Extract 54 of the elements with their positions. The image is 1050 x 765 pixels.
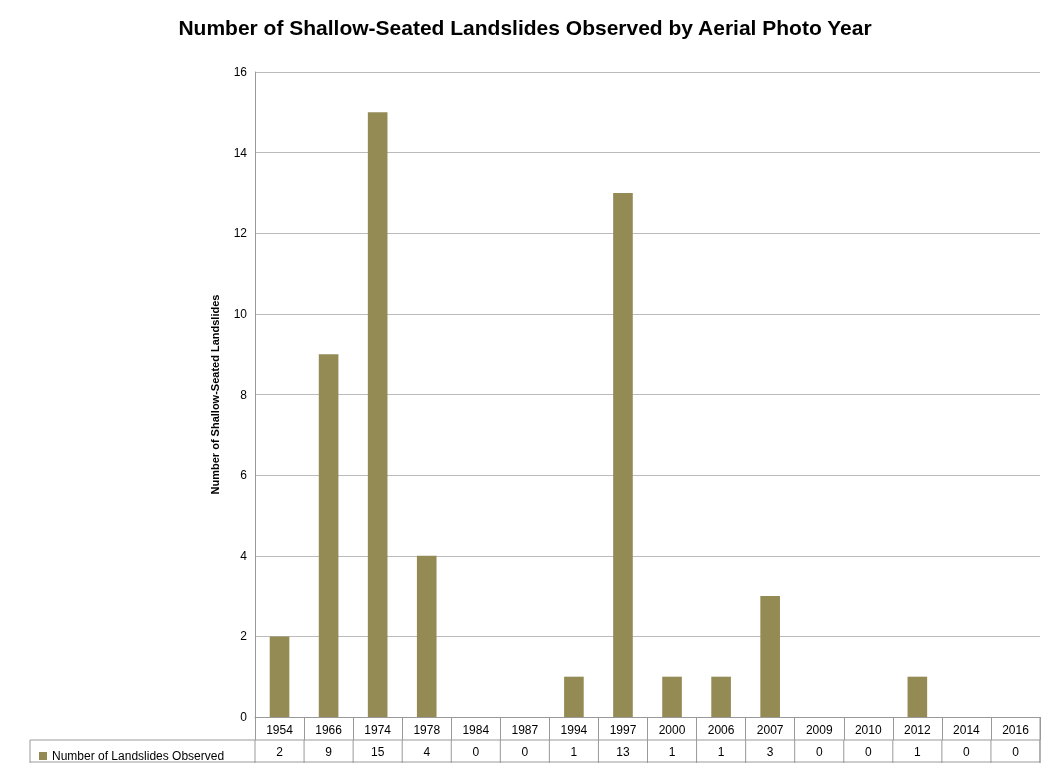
- y-tick-label: 12: [233, 226, 248, 241]
- data-label: 1: [717, 745, 725, 759]
- x-tick-label: 1994: [560, 723, 588, 737]
- bar: [711, 676, 731, 717]
- bar: [564, 676, 584, 717]
- data-label: 4: [423, 745, 431, 759]
- y-tick-label: 14: [233, 145, 248, 160]
- data-label: 1: [570, 745, 578, 759]
- data-label: 15: [370, 745, 385, 759]
- data-label: 3: [766, 745, 774, 759]
- bar: [367, 112, 388, 717]
- legend-label: Number of Landslides Observed: [52, 749, 225, 763]
- x-tick-label: 2016: [1002, 723, 1030, 737]
- bar: [613, 192, 633, 717]
- x-tick-label: 2006: [707, 723, 735, 737]
- x-tick-label: 2010: [854, 723, 882, 737]
- x-tick-label: 2012: [903, 723, 932, 737]
- data-label: 0: [815, 745, 823, 759]
- x-tick-label: 1997: [609, 723, 637, 737]
- x-tick-label: 2014: [953, 723, 981, 737]
- y-tick-label: 0: [240, 710, 248, 724]
- y-tick-label: 2: [240, 629, 248, 644]
- bar: [416, 555, 437, 717]
- x-tick-label: 2009: [805, 723, 833, 737]
- y-tick-label: 4: [240, 548, 248, 563]
- x-tick-label: 1987: [511, 723, 539, 737]
- data-label: 0: [963, 745, 971, 759]
- data-label: 2: [276, 745, 284, 759]
- y-tick-label: 16: [233, 65, 248, 79]
- x-tick-label: 2007: [756, 723, 784, 737]
- x-tick-label: 1978: [413, 723, 441, 737]
- data-label: 9: [325, 745, 333, 759]
- y-tick-label: 6: [240, 468, 248, 483]
- data-label: 0: [864, 745, 872, 759]
- bar: [662, 676, 682, 717]
- x-tick-label: 2000: [658, 723, 686, 737]
- data-label: 0: [1012, 745, 1020, 759]
- y-axis-title: Number of Shallow-Seated Landslides: [208, 294, 221, 495]
- bar: [760, 596, 780, 717]
- x-tick-label: 1966: [315, 723, 343, 737]
- bar: [318, 354, 339, 717]
- data-label: 0: [472, 745, 480, 759]
- data-label: 0: [521, 745, 529, 759]
- chart-title: Number of Shallow-Seated Landslides Observed by Aerial Photo Year: [178, 16, 872, 39]
- bar: [269, 636, 290, 717]
- y-tick-label: 8: [240, 387, 248, 402]
- bar: [907, 676, 928, 717]
- x-tick-label: 1954: [266, 723, 294, 737]
- data-label: 1: [914, 745, 921, 759]
- data-label: 13: [616, 745, 630, 759]
- data-label: 1: [668, 745, 676, 759]
- x-tick-label: 1984: [462, 723, 490, 737]
- x-tick-label: 1974: [364, 723, 392, 737]
- y-tick-label: 10: [233, 306, 248, 321]
